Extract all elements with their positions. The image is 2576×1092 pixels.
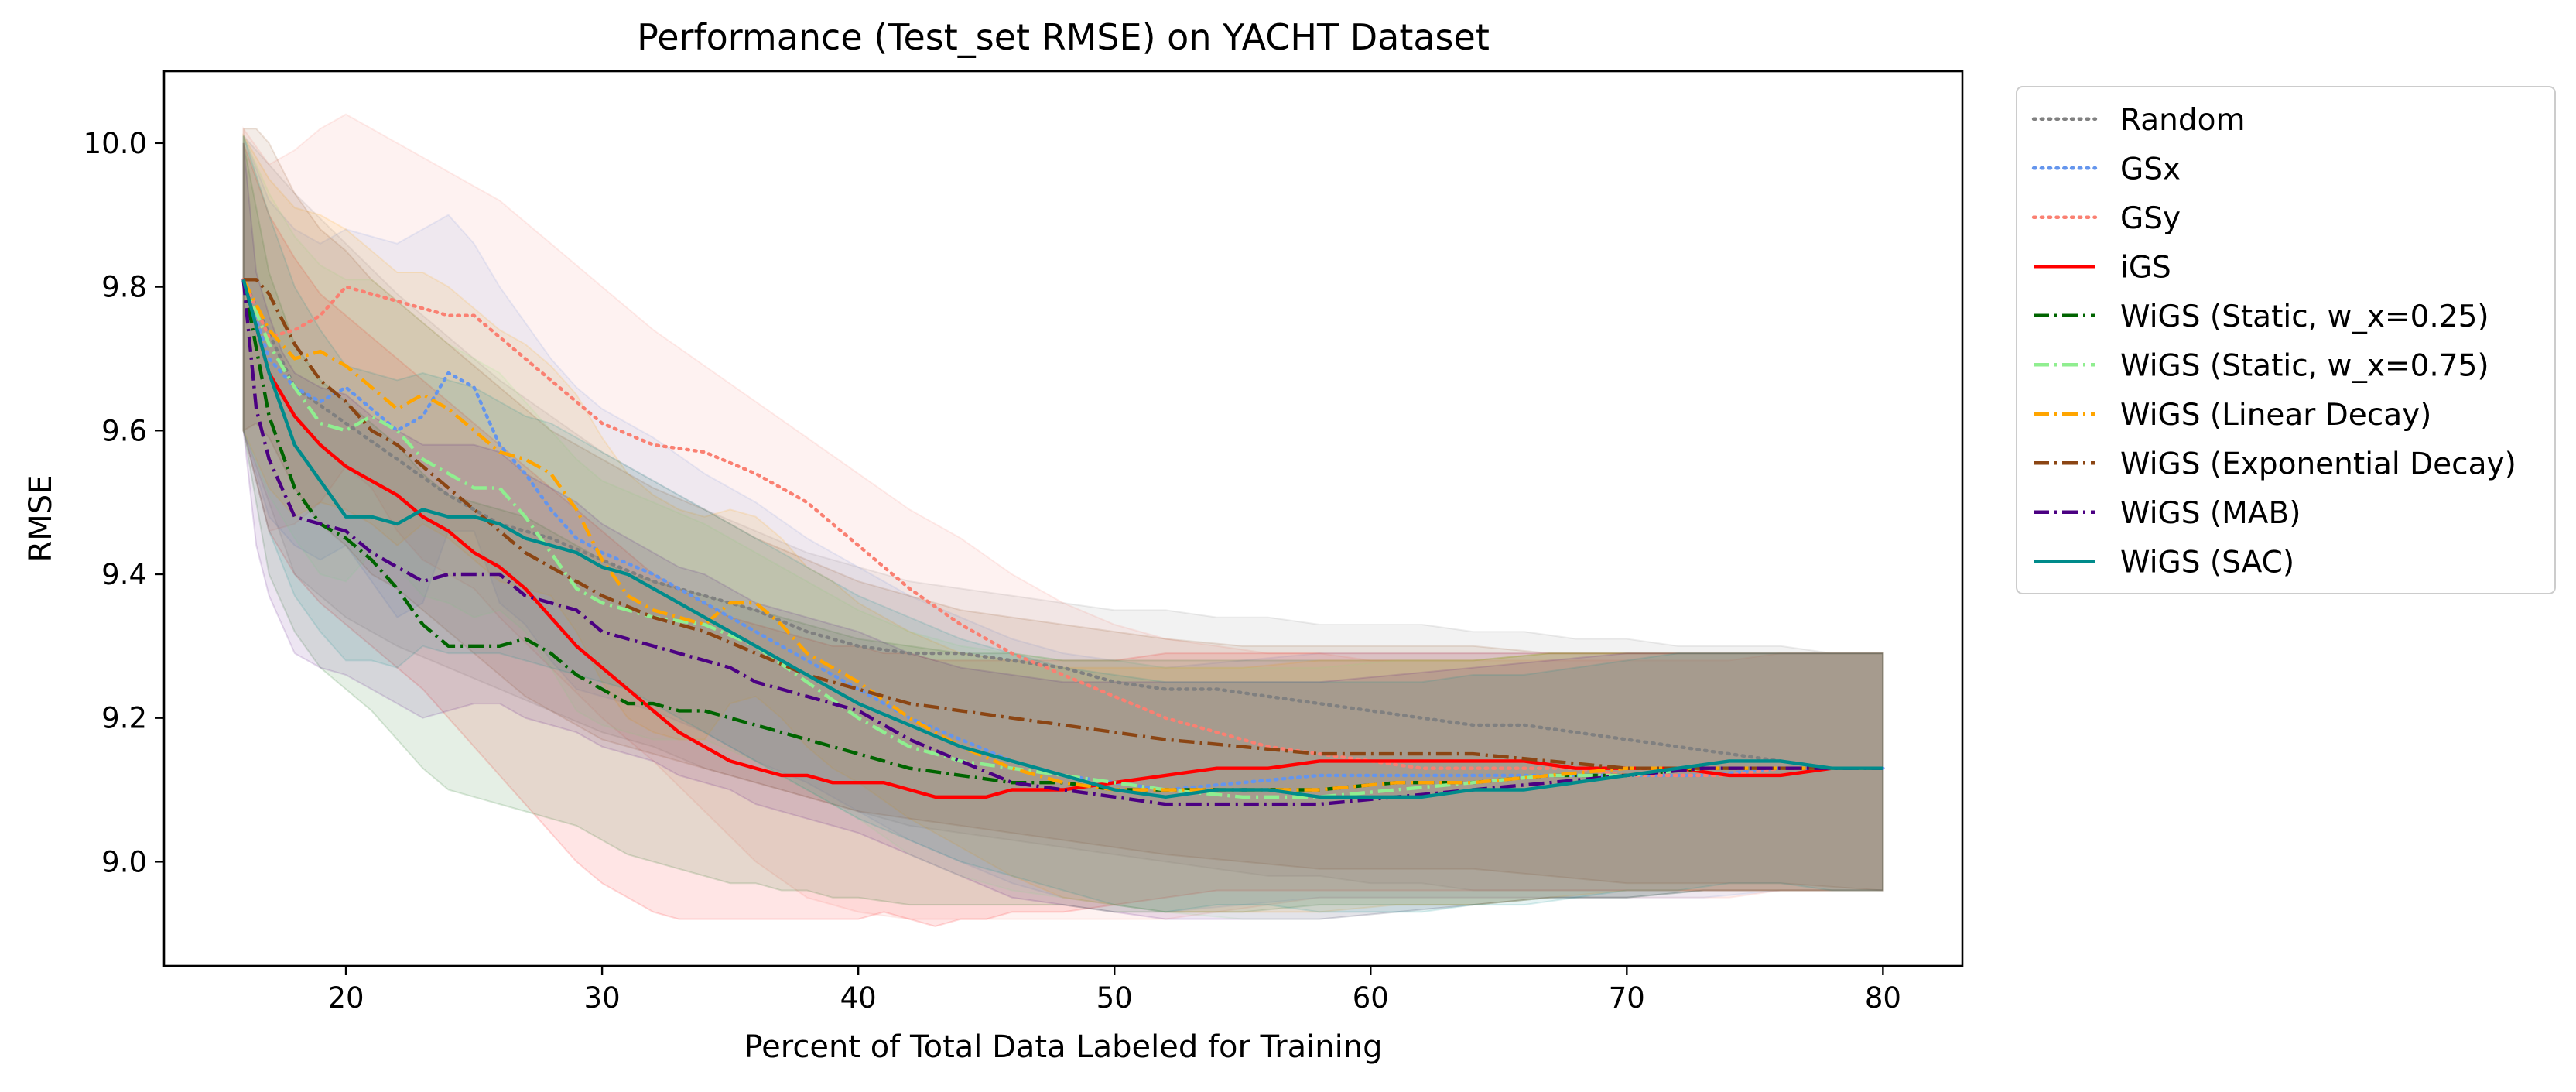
- x-tick-label: 60: [1353, 981, 1389, 1015]
- legend-label: WiGS (Static, w_x=0.75): [2120, 348, 2489, 383]
- legend-label: Random: [2120, 103, 2245, 138]
- plot-frame: [162, 70, 1964, 967]
- y-tick-label: 9.2: [101, 702, 147, 735]
- legend-label: WiGS (Exponential Decay): [2120, 447, 2516, 481]
- series-line-wigs-exponential-decay: [243, 278, 1883, 770]
- legend-item-gsy: GSy: [2031, 201, 2181, 236]
- series-line-gsy: [241, 278, 1885, 778]
- legend: Random GSx GSy iGS WiGS (Static, w_x=0.25) Wi…: [2016, 86, 2556, 594]
- band-gsy: [242, 113, 1884, 920]
- legend-items: Random GSx GSy iGS WiGS (Static, w_x=0.25) Wi…: [2031, 103, 2516, 580]
- band-gsx: [242, 135, 1884, 913]
- legend-item-wigs-mab: WiGS (MAB): [2034, 496, 2301, 531]
- legend-item-igs: iGS: [2034, 250, 2171, 285]
- series-line-wigs-sac: [241, 279, 1883, 799]
- legend-label: WiGS (MAB): [2120, 496, 2301, 531]
- legend-label: WiGS (Static, w_x=0.25): [2120, 300, 2489, 334]
- legend-box: [2016, 86, 2556, 594]
- series-line-wigs-static-w-x-0-25: [241, 279, 1883, 792]
- legend-item-random: Random: [2031, 103, 2245, 138]
- legend-item-wigs-static-w-x-0-75: WiGS (Static, w_x=0.75): [2034, 348, 2489, 383]
- series-line-igs: [241, 279, 1883, 799]
- legend-item-wigs-exponential-decay: WiGS (Exponential Decay): [2034, 447, 2516, 481]
- x-tick-label: 20: [328, 981, 364, 1015]
- band-wigs-static-w-x-0-25: [242, 142, 1884, 913]
- series-line-gsx: [241, 278, 1885, 792]
- band-wigs-static-w-x-0-75: [242, 135, 1884, 920]
- y-axis-label: RMSE: [23, 475, 59, 563]
- legend-item-gsx: GSx: [2031, 152, 2181, 187]
- series-lines: [241, 278, 1885, 806]
- y-axis: 9.0 9.2 9.4 9.6 9.8 10.0: [84, 127, 164, 878]
- legend-label: WiGS (Linear Decay): [2120, 398, 2431, 433]
- x-axis: 20 30 40 50 60 70 80: [328, 966, 1901, 1015]
- band-wigs-sac: [242, 135, 1884, 913]
- y-tick-label: 9.4: [101, 558, 147, 591]
- y-tick-label: 9.0: [101, 845, 147, 878]
- x-tick-label: 80: [1865, 981, 1901, 1015]
- x-axis-label: Percent of Total Data Labeled for Traini…: [744, 1029, 1382, 1065]
- chart-title: Performance (Test_set RMSE) on YACHT Dat…: [637, 16, 1490, 58]
- series-line-random: [241, 278, 1885, 770]
- x-tick-label: 70: [1609, 981, 1645, 1015]
- series-line-wigs-linear-decay: [241, 279, 1883, 792]
- y-tick-label: 9.6: [101, 414, 147, 447]
- legend-label: WiGS (SAC): [2120, 545, 2294, 580]
- legend-label: iGS: [2120, 250, 2171, 285]
- legend-item-wigs-linear-decay: WiGS (Linear Decay): [2034, 398, 2431, 433]
- legend-label: GSx: [2120, 152, 2181, 187]
- x-tick-label: 40: [840, 981, 877, 1015]
- legend-item-wigs-static-w-x-0-25: WiGS (Static, w_x=0.25): [2034, 300, 2489, 334]
- series-line-wigs-mab: [241, 279, 1883, 806]
- y-tick-label: 10.0: [84, 127, 147, 160]
- x-tick-label: 50: [1096, 981, 1133, 1015]
- legend-label: GSy: [2120, 201, 2181, 236]
- x-tick-label: 30: [584, 981, 621, 1015]
- band-random: [242, 133, 1884, 892]
- y-tick-label: 9.8: [101, 271, 147, 304]
- band-wigs-exponential-decay: [242, 128, 1884, 892]
- legend-item-wigs-sac: WiGS (SAC): [2034, 545, 2294, 580]
